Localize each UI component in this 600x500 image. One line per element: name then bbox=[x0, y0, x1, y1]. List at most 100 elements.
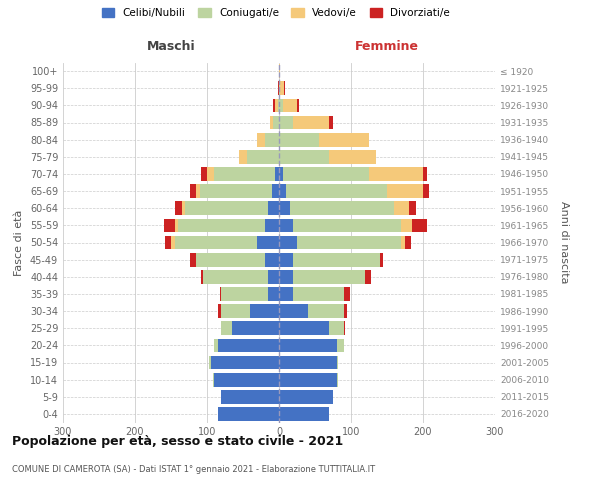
Bar bbox=[175, 202, 182, 215]
Bar bbox=[175, 236, 257, 250]
Bar bbox=[207, 167, 214, 181]
Bar bbox=[218, 338, 279, 352]
Bar bbox=[279, 322, 329, 335]
Text: Femmine: Femmine bbox=[355, 40, 419, 52]
Bar bbox=[279, 98, 283, 112]
Bar bbox=[337, 356, 338, 370]
Bar bbox=[171, 236, 175, 250]
Text: Maschi: Maschi bbox=[146, 40, 196, 52]
Bar bbox=[178, 218, 265, 232]
Bar bbox=[380, 253, 383, 266]
Bar bbox=[185, 202, 268, 215]
Bar bbox=[175, 218, 178, 232]
Bar bbox=[279, 304, 308, 318]
Bar bbox=[275, 98, 278, 112]
Bar bbox=[203, 270, 268, 283]
Bar bbox=[221, 287, 268, 301]
Bar bbox=[337, 338, 344, 352]
Bar bbox=[279, 390, 333, 404]
Bar bbox=[293, 116, 329, 130]
Bar bbox=[190, 253, 196, 266]
Bar bbox=[214, 338, 218, 352]
Bar bbox=[269, 116, 273, 130]
Bar bbox=[221, 390, 279, 404]
Bar bbox=[220, 287, 221, 301]
Bar bbox=[293, 270, 365, 283]
Bar bbox=[337, 373, 338, 386]
Bar bbox=[290, 202, 394, 215]
Y-axis label: Fasce di età: Fasce di età bbox=[14, 210, 24, 276]
Bar bbox=[257, 236, 279, 250]
Bar bbox=[279, 64, 280, 78]
Bar bbox=[273, 116, 279, 130]
Bar bbox=[272, 184, 279, 198]
Bar bbox=[279, 150, 329, 164]
Bar bbox=[401, 218, 412, 232]
Bar bbox=[329, 150, 376, 164]
Bar bbox=[279, 133, 319, 146]
Bar bbox=[401, 236, 405, 250]
Bar bbox=[218, 304, 221, 318]
Bar bbox=[293, 287, 344, 301]
Bar bbox=[387, 184, 423, 198]
Bar bbox=[214, 373, 279, 386]
Bar bbox=[257, 133, 265, 146]
Bar bbox=[239, 150, 247, 164]
Bar bbox=[344, 287, 350, 301]
Bar bbox=[412, 218, 427, 232]
Y-axis label: Anni di nascita: Anni di nascita bbox=[559, 201, 569, 284]
Bar bbox=[268, 287, 279, 301]
Bar bbox=[213, 373, 214, 386]
Bar bbox=[365, 270, 371, 283]
Bar bbox=[297, 98, 299, 112]
Bar bbox=[214, 167, 275, 181]
Bar bbox=[211, 356, 279, 370]
Bar bbox=[344, 322, 345, 335]
Bar bbox=[279, 82, 280, 95]
Bar bbox=[279, 287, 293, 301]
Bar bbox=[278, 82, 279, 95]
Bar bbox=[209, 356, 211, 370]
Bar bbox=[221, 322, 232, 335]
Bar bbox=[279, 236, 297, 250]
Bar bbox=[329, 322, 344, 335]
Bar bbox=[283, 98, 297, 112]
Bar bbox=[265, 253, 279, 266]
Bar bbox=[201, 167, 207, 181]
Bar bbox=[247, 150, 279, 164]
Text: COMUNE DI CAMEROTA (SA) - Dati ISTAT 1° gennaio 2021 - Elaborazione TUTTITALIA.I: COMUNE DI CAMEROTA (SA) - Dati ISTAT 1° … bbox=[12, 465, 375, 474]
Bar bbox=[265, 133, 279, 146]
Bar bbox=[293, 218, 401, 232]
Bar bbox=[196, 253, 265, 266]
Bar bbox=[344, 304, 347, 318]
Bar bbox=[272, 98, 275, 112]
Bar bbox=[279, 253, 293, 266]
Bar bbox=[164, 218, 175, 232]
Bar bbox=[165, 236, 171, 250]
Bar bbox=[423, 184, 429, 198]
Bar bbox=[329, 116, 333, 130]
Bar bbox=[369, 167, 423, 181]
Text: Popolazione per età, sesso e stato civile - 2021: Popolazione per età, sesso e stato civil… bbox=[12, 435, 343, 448]
Bar bbox=[182, 202, 185, 215]
Bar bbox=[279, 407, 329, 421]
Bar bbox=[232, 322, 279, 335]
Bar bbox=[279, 218, 293, 232]
Bar bbox=[190, 184, 196, 198]
Legend: Celibi/Nubili, Coniugati/e, Vedovi/e, Divorziati/e: Celibi/Nubili, Coniugati/e, Vedovi/e, Di… bbox=[102, 8, 450, 18]
Bar bbox=[196, 184, 200, 198]
Bar bbox=[286, 184, 387, 198]
Bar bbox=[268, 202, 279, 215]
Bar bbox=[279, 116, 293, 130]
Bar bbox=[423, 167, 427, 181]
Bar bbox=[200, 184, 272, 198]
Bar bbox=[218, 407, 279, 421]
Bar bbox=[279, 338, 337, 352]
Bar bbox=[279, 167, 283, 181]
Bar bbox=[319, 133, 369, 146]
Bar bbox=[283, 167, 369, 181]
Bar bbox=[297, 236, 401, 250]
Bar bbox=[293, 253, 380, 266]
Bar bbox=[279, 202, 290, 215]
Bar bbox=[250, 304, 279, 318]
